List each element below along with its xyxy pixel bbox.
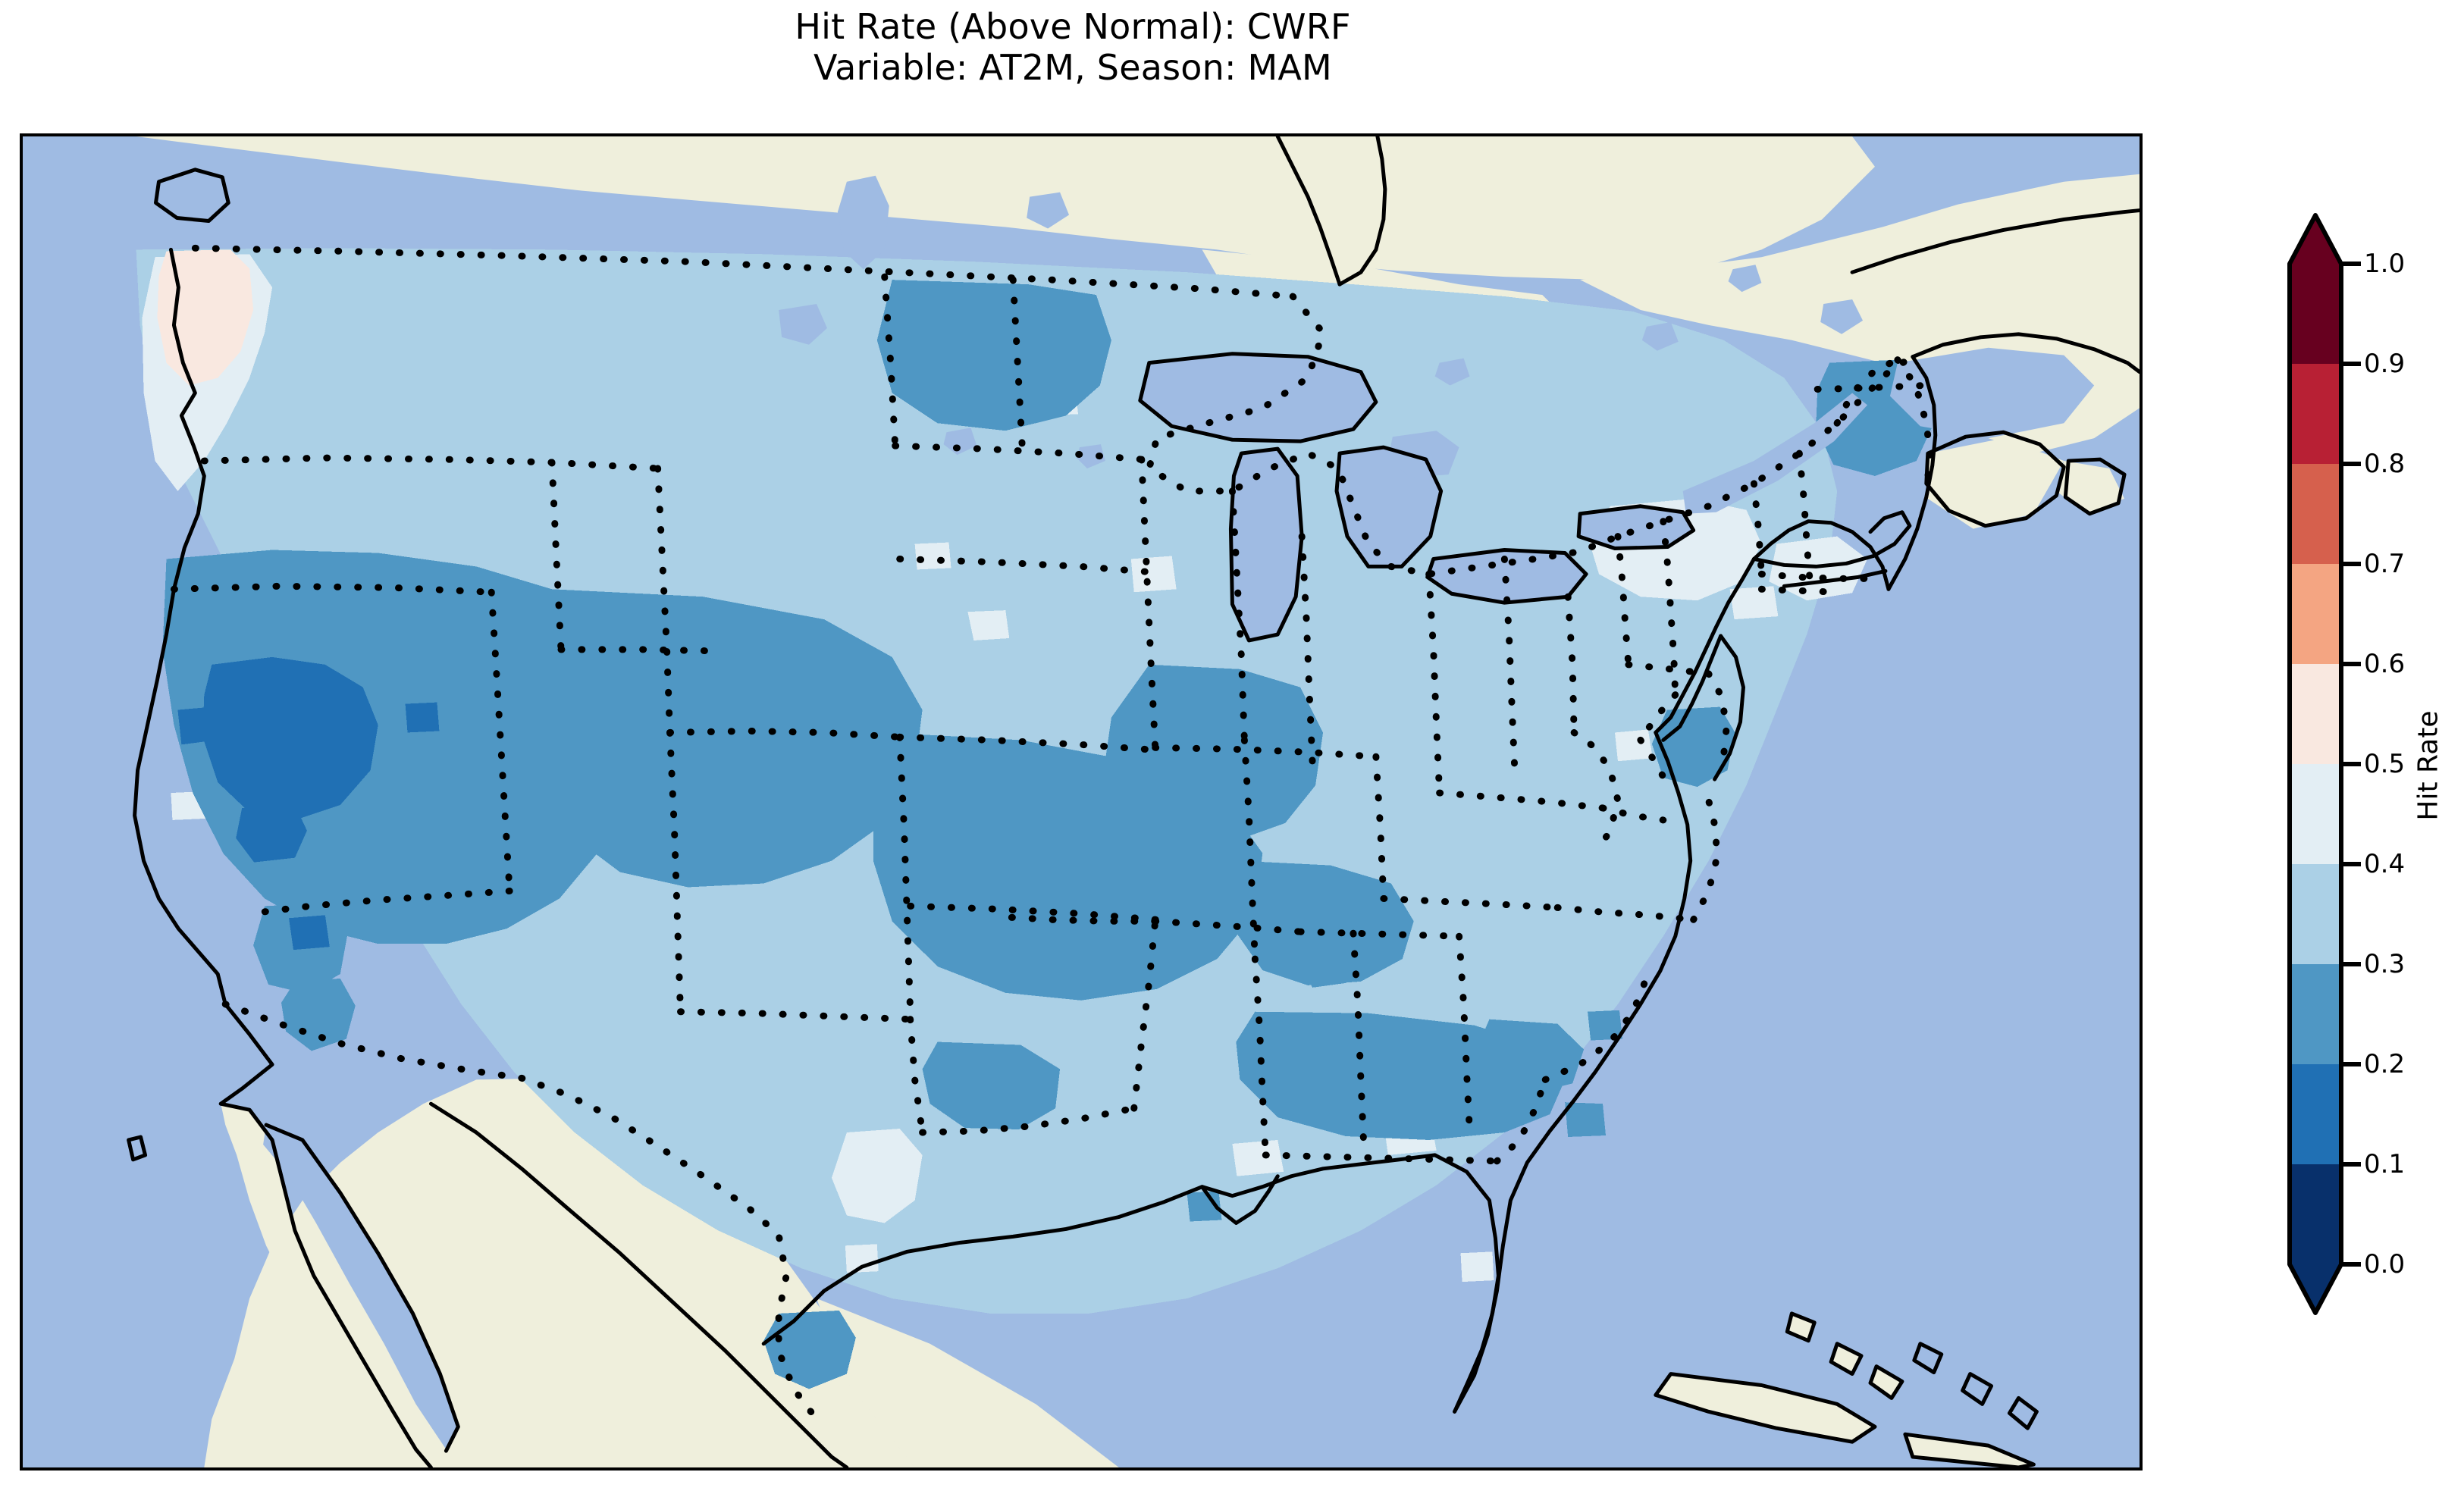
cb-band-0p4-0p5: [2290, 764, 2341, 864]
colorbar-ticks: [2341, 262, 2361, 1267]
band-0p1-0p2: [177, 656, 440, 951]
colorbar-svg: [2287, 213, 2361, 1315]
cb-tick-0p5: 0.5: [2364, 749, 2406, 779]
colorbar: [2287, 213, 2361, 1315]
cb-band-0p8-0p9: [2290, 364, 2341, 464]
cb-tick-0p6: 0.6: [2364, 649, 2406, 679]
title-line-2: Variable: AT2M, Season: MAM: [813, 47, 1332, 89]
cb-band-0p3-0p4: [2290, 864, 2341, 964]
cb-tick-1p0: 1.0: [2364, 249, 2406, 279]
cb-band-0p2-0p3: [2290, 964, 2341, 1064]
colorbar-extend-max: [2290, 215, 2341, 264]
colorbar-bands: [2290, 215, 2341, 1313]
state-borders: [170, 244, 1935, 1423]
colorbar-extend-min: [2290, 1264, 2341, 1313]
cb-tick-0p8: 0.8: [2364, 449, 2406, 479]
band-0p2-0p3: [162, 280, 1934, 1389]
figure-title: Hit Rate (Above Normal): CWRF Variable: …: [0, 6, 2146, 89]
cb-tick-0p1: 0.1: [2364, 1149, 2406, 1179]
colorbar-axis-label: Hit Rate: [2412, 710, 2444, 821]
cb-band-0p0-0p1: [2290, 1164, 2341, 1264]
title-line-1: Hit Rate (Above Normal): CWRF: [795, 6, 1351, 47]
colorbar-tick-labels: 1.0 0.9 0.8 0.7 0.6 0.5 0.4 0.3 0.2 0.1 …: [2364, 249, 2462, 1279]
cb-tick-0p4: 0.4: [2364, 849, 2406, 879]
cb-band-0p7-0p8: [2290, 464, 2341, 564]
cb-band-0p9-1p0: [2290, 264, 2341, 364]
great-lakes: [263, 175, 2095, 1450]
cb-tick-0p9: 0.9: [2364, 349, 2406, 379]
map-axes: [20, 133, 2143, 1471]
cb-band-0p1-0p2: [2290, 1064, 2341, 1164]
cb-tick-0p7: 0.7: [2364, 549, 2406, 579]
coastlines: [127, 136, 2140, 1467]
cb-tick-0p3: 0.3: [2364, 949, 2406, 979]
cb-tick-0p2: 0.2: [2364, 1049, 2406, 1079]
colorbar-axis-label-wrap: Hit Rate: [2402, 0, 2455, 1494]
cb-tick-0p0: 0.0: [2364, 1249, 2406, 1279]
cb-band-0p6-0p7: [2290, 564, 2341, 664]
cb-band-0p5-0p6: [2290, 664, 2341, 764]
hit-rate-map: [23, 136, 2140, 1467]
